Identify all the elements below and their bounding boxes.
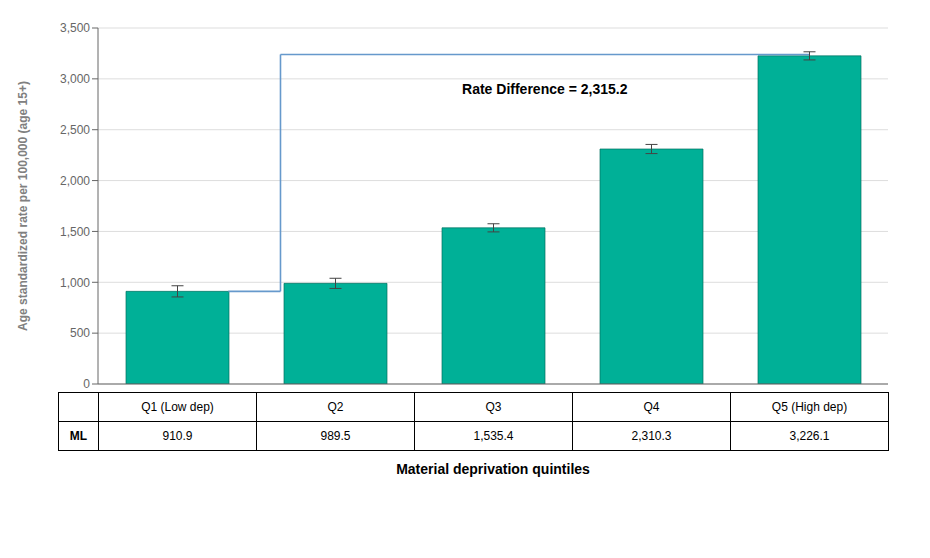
svg-text:500: 500 [70, 326, 90, 340]
svg-text:3,500: 3,500 [60, 21, 90, 35]
html-text:1,535.4: 1,535.4 [473, 429, 514, 443]
svg-text:1,500: 1,500 [60, 225, 90, 239]
svg-text:0: 0 [83, 377, 90, 388]
html-text:Q2: Q2 [327, 400, 344, 414]
svg-text:3,000: 3,000 [60, 72, 90, 86]
html-text:Q1 (Low dep): Q1 (Low dep) [141, 400, 214, 414]
html-text:Q5 (High dep): Q5 (High dep) [771, 400, 848, 414]
html-text:Material deprivation quintiles: Material deprivation quintiles [396, 461, 590, 477]
html-text:2,310.3: 2,310.3 [631, 429, 672, 443]
html-text:3,226.1: 3,226.1 [789, 429, 830, 443]
svg-text:Age standardized rate per 100,: Age standardized rate per 100,000 (age 1… [16, 81, 30, 331]
svg-text:Rate Difference = 2,315.2: Rate Difference = 2,315.2 [462, 81, 628, 97]
html-text:989.5: 989.5 [320, 429, 351, 443]
html-text:ML: ML [69, 429, 88, 443]
svg-text:2,000: 2,000 [60, 174, 90, 188]
html-text:Q3: Q3 [485, 400, 502, 414]
html-text:Q4: Q4 [643, 400, 660, 414]
html-text:910.9: 910.9 [162, 429, 193, 443]
svg-text:2,500: 2,500 [60, 123, 90, 137]
svg-text:1,000: 1,000 [60, 276, 90, 290]
